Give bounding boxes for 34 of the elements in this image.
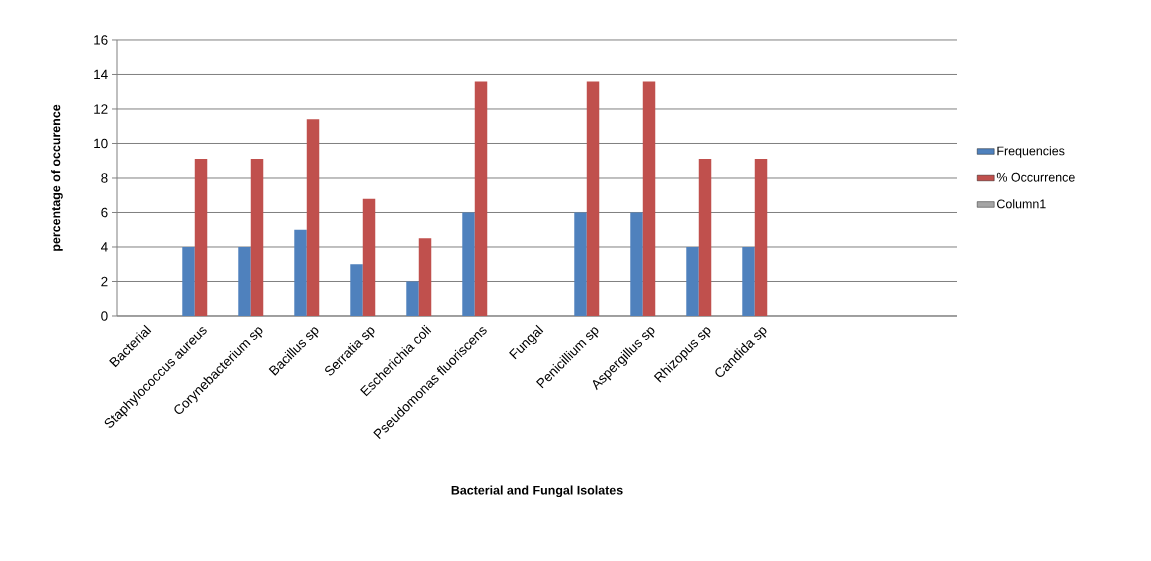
bar — [642, 81, 656, 316]
bar — [294, 229, 307, 316]
bar — [182, 246, 195, 316]
x-axis-title: Bacterial and Fungal Isolates — [451, 485, 623, 498]
y-tick-label: 2 — [101, 276, 108, 287]
y-tick-label: 4 — [100, 242, 108, 252]
y-tick-label: 16 — [94, 35, 108, 45]
bar — [350, 264, 363, 316]
bar — [250, 159, 264, 316]
bar — [686, 246, 699, 316]
bar — [698, 159, 712, 316]
bar — [574, 212, 587, 316]
bar — [474, 81, 488, 316]
bar — [418, 238, 432, 316]
bar — [306, 119, 320, 316]
bar — [462, 212, 475, 316]
bar — [754, 159, 768, 316]
bar — [406, 281, 419, 316]
bar — [586, 81, 600, 316]
y-axis-title: percentage of occurence — [51, 104, 63, 251]
legend-label: Frequencies — [997, 146, 1065, 158]
y-tick-label: 10 — [94, 138, 108, 149]
bar — [742, 246, 755, 316]
bar — [362, 198, 376, 316]
legend-label: Column1 — [997, 199, 1046, 209]
bar — [630, 212, 643, 316]
y-tick-label: 12 — [94, 104, 108, 114]
legend-label: % Occurrence — [996, 172, 1075, 182]
y-tick-label: 8 — [101, 173, 108, 183]
y-tick-label: 0 — [101, 311, 108, 321]
bar — [194, 159, 208, 316]
bar — [238, 246, 251, 316]
y-tick-label: 6 — [101, 207, 108, 218]
y-tick-label: 14 — [94, 69, 108, 80]
